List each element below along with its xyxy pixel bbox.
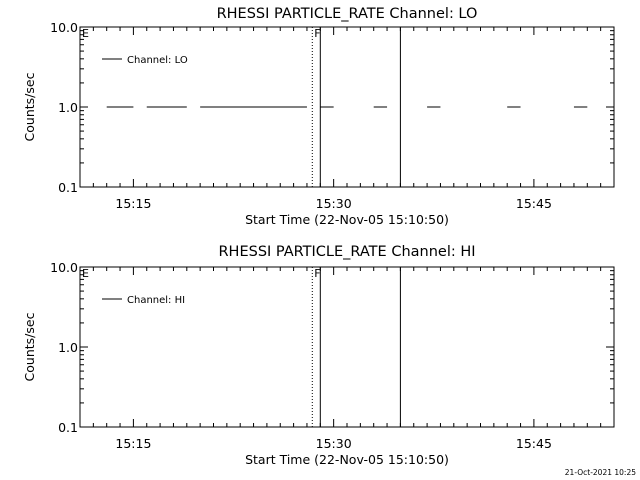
plot-frame <box>79 266 615 428</box>
y-tick-label: 1.0 <box>58 340 78 355</box>
y-axis-label: Counts/sec <box>22 72 37 141</box>
x-tick-label: 15:30 <box>316 196 352 211</box>
y-tick-label: 10.0 <box>50 260 78 275</box>
chart-title: RHESSI PARTICLE_RATE Channel: LO <box>217 6 478 22</box>
y-tick-label: 10.0 <box>50 20 78 35</box>
legend-label: Channel: LO <box>127 55 188 66</box>
x-tick-label: 15:45 <box>516 436 552 451</box>
legend-label: Channel: HI <box>127 295 185 306</box>
x-tick-label: 15:15 <box>115 436 151 451</box>
x-axis-label: Start Time (22-Nov-05 15:10:50) <box>245 452 449 467</box>
lo-channel-panel: RHESSI PARTICLE_RATE Channel: LO 0.1 1.0 10… <box>22 6 615 227</box>
x-tick-label: 15:30 <box>316 436 352 451</box>
x-tick-label: 15:45 <box>516 196 552 211</box>
event-marker-label: E <box>82 27 89 40</box>
x-axis-label: Start Time (22-Nov-05 15:10:50) <box>245 212 449 227</box>
chart-title: RHESSI PARTICLE_RATE Channel: HI <box>218 244 475 260</box>
event-marker-label: F <box>314 27 320 40</box>
event-marker-label: E <box>82 267 89 280</box>
y-tick-label: 0.1 <box>58 180 78 195</box>
y-tick-label: 1.0 <box>58 100 78 115</box>
event-marker-label: F <box>314 267 320 280</box>
y-tick-label: 0.1 <box>58 420 78 435</box>
hi-channel-panel: RHESSI PARTICLE_RATE Channel: HI 0.1 1.0 10… <box>22 244 615 467</box>
x-tick-label: 15:15 <box>115 196 151 211</box>
y-axis-label: Counts/sec <box>22 312 37 381</box>
footer-timestamp: 21-Oct-2021 10:25 <box>565 468 636 477</box>
